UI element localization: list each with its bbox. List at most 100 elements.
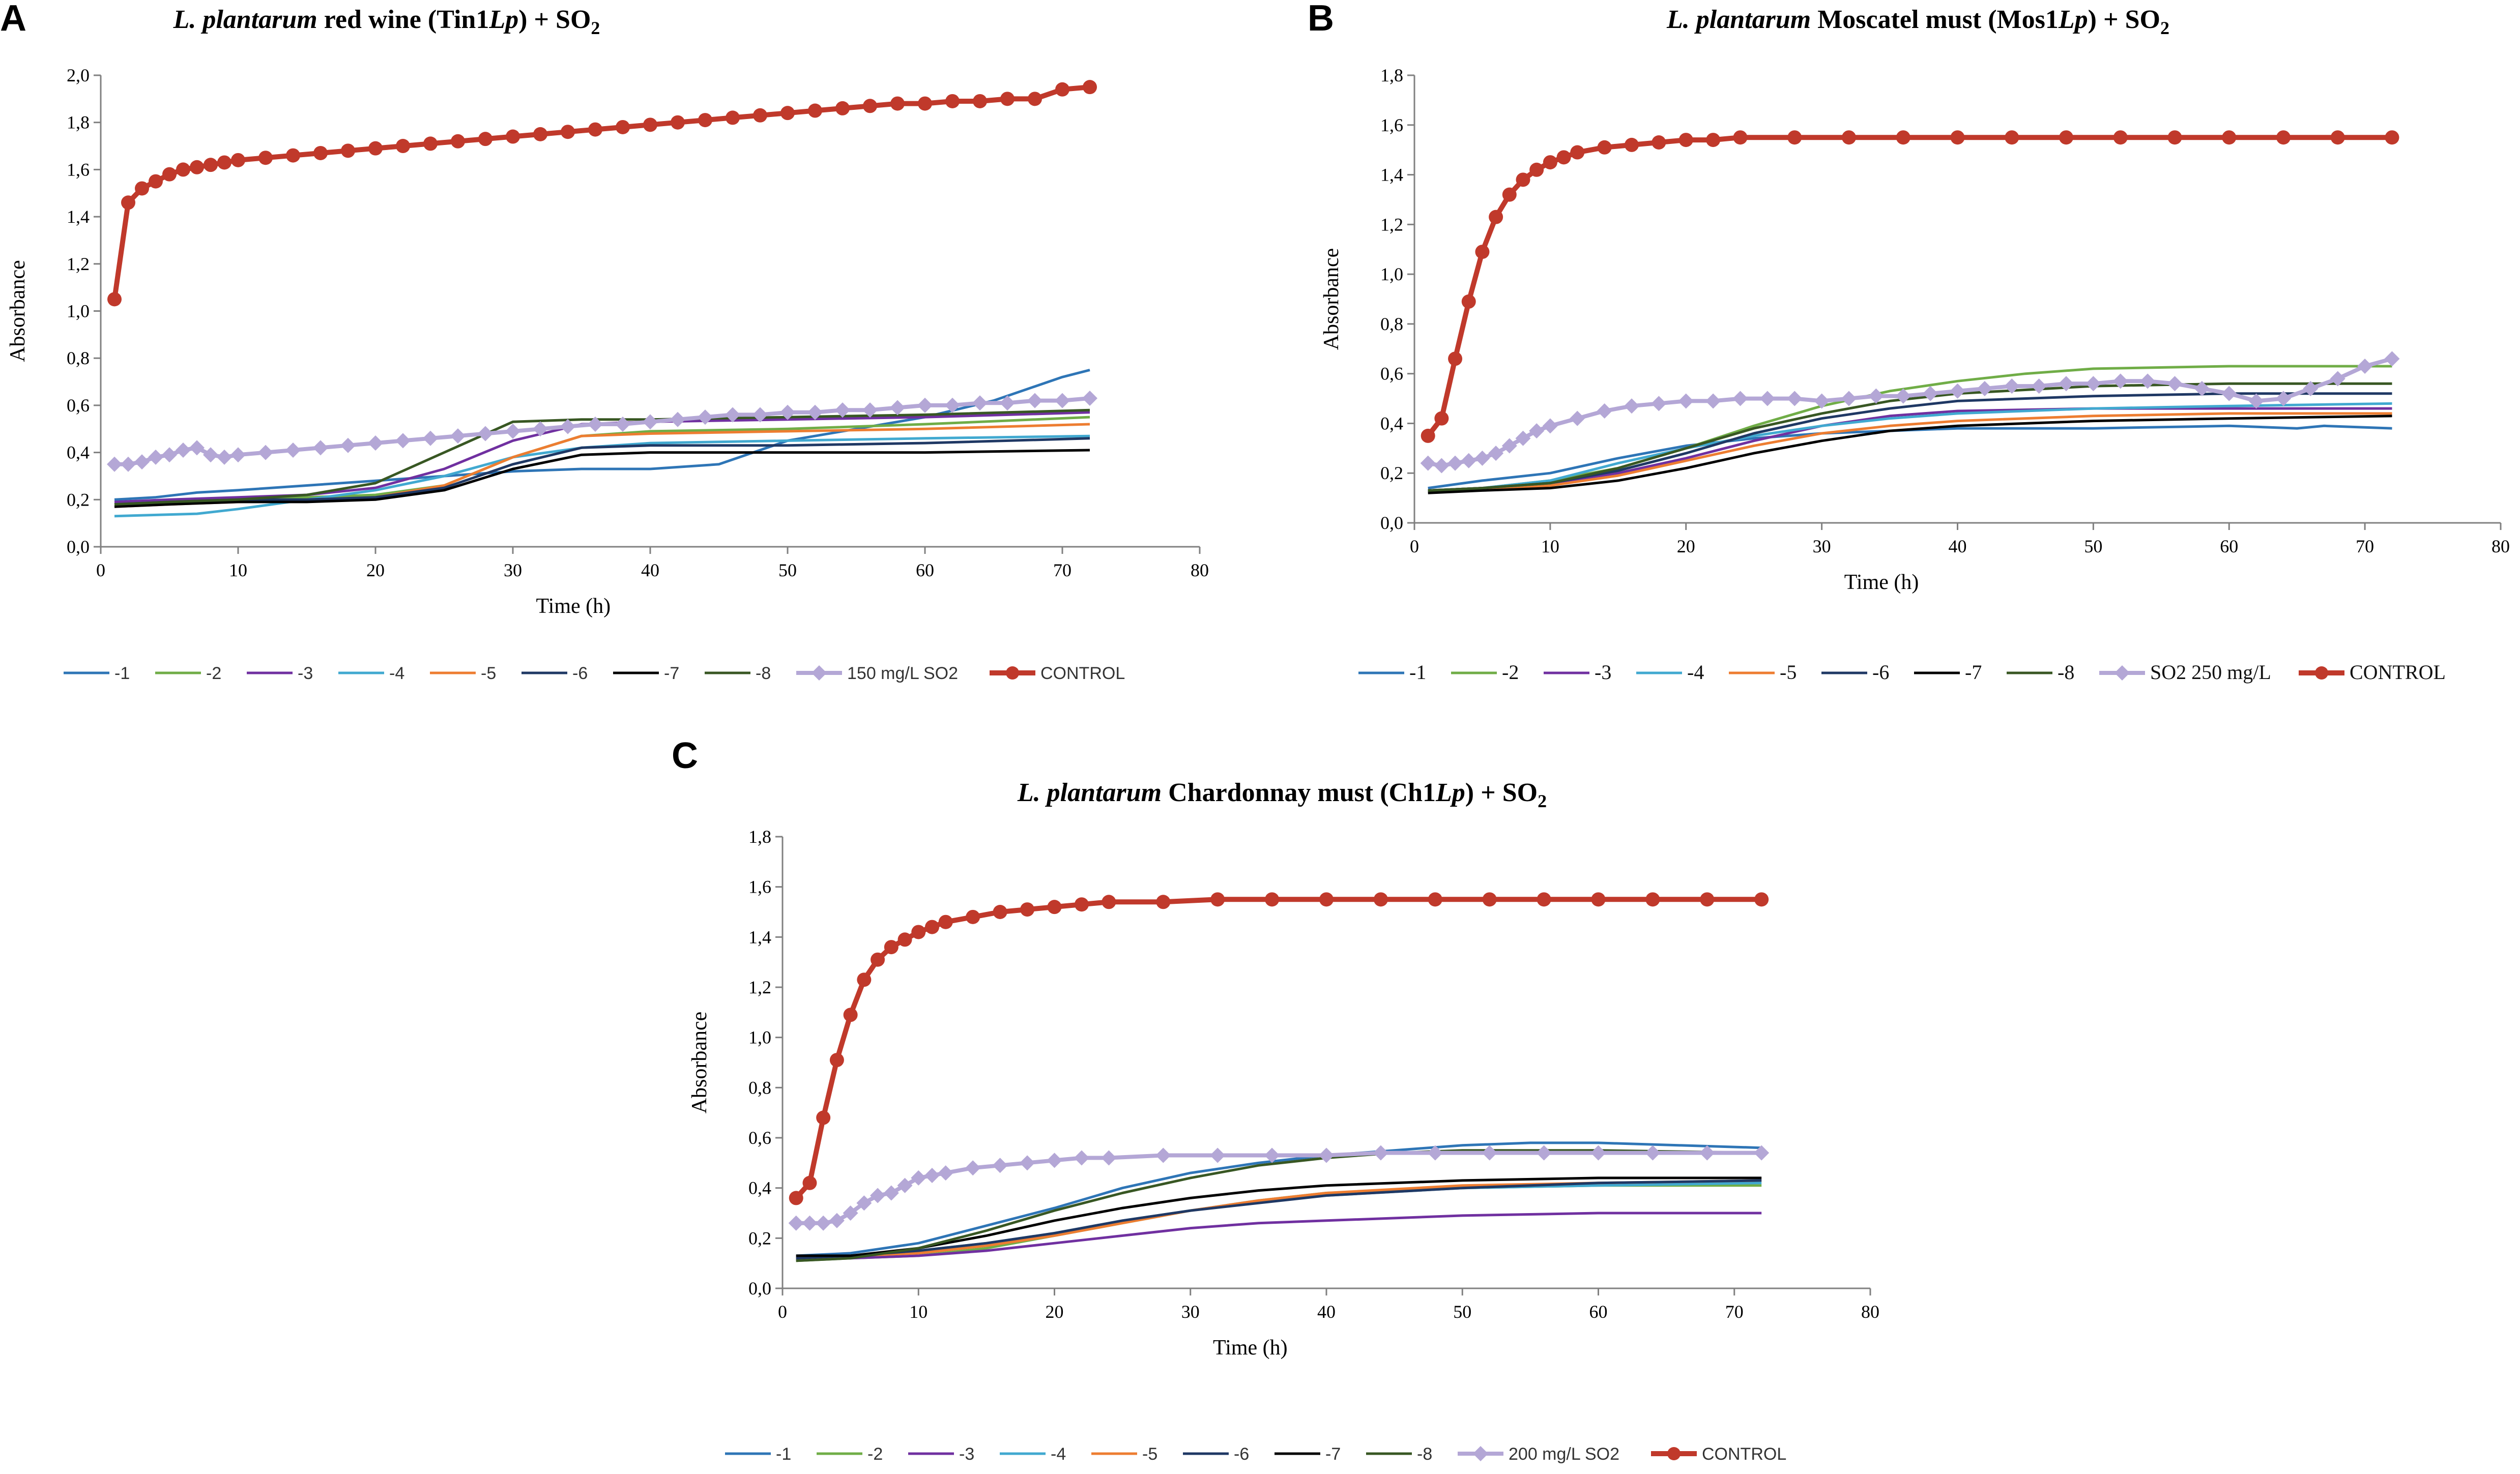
- series--5: [796, 1179, 1762, 1260]
- data-point: [1624, 398, 1639, 414]
- series-line: [1426, 135, 2392, 437]
- data-point: [802, 1175, 817, 1190]
- data-point: [189, 440, 205, 456]
- data-point: [1923, 386, 1938, 401]
- series--5: [1428, 412, 2392, 492]
- data-point: [890, 96, 905, 111]
- data-point: [863, 99, 877, 113]
- y-tick-label: 1,2: [1380, 214, 1403, 234]
- legend-label: -6: [1234, 1444, 1249, 1464]
- data-point: [588, 416, 603, 432]
- legend-label: -2: [867, 1444, 883, 1464]
- data-point: [2330, 130, 2345, 145]
- data-point: [1678, 133, 1693, 148]
- series--5: [114, 423, 1090, 508]
- x-tick-label: 60: [2220, 536, 2238, 556]
- data-point: [1543, 155, 1557, 170]
- data-point: [560, 419, 575, 434]
- data-point: [780, 106, 795, 121]
- series--8: [114, 408, 1090, 506]
- data-point: [1705, 393, 1721, 409]
- y-tick-label: 0,4: [748, 1178, 771, 1198]
- legend-label: -1: [776, 1444, 791, 1464]
- legend-marker: [1006, 666, 1019, 680]
- data-point: [1754, 892, 1769, 907]
- series--8: [1428, 382, 2392, 492]
- data-point: [835, 101, 850, 115]
- data-point: [1027, 393, 1042, 408]
- series-control: [1421, 130, 2399, 443]
- data-point: [121, 195, 135, 210]
- data-point: [1488, 446, 1504, 461]
- y-tick-label: 0,6: [1380, 364, 1403, 384]
- chart-title-text: Moscatel must (Mos1: [1811, 5, 2059, 34]
- data-point: [423, 430, 438, 446]
- data-point: [2276, 391, 2291, 406]
- data-point: [1461, 294, 1476, 309]
- data-point: [1319, 1147, 1334, 1163]
- data-point: [2385, 130, 2399, 145]
- legend-item: -6: [522, 664, 588, 683]
- data-point: [1482, 892, 1497, 907]
- legend-item: -7: [1275, 1444, 1341, 1464]
- series--4: [114, 434, 1090, 518]
- data-point: [1055, 82, 1069, 97]
- x-tick-label: 0: [1410, 536, 1419, 556]
- data-point: [478, 132, 493, 146]
- y-tick-label: 0,6: [67, 395, 90, 416]
- data-point: [1074, 897, 1089, 912]
- data-point: [753, 108, 767, 123]
- legend-label: -3: [1595, 661, 1611, 684]
- series-line: [114, 437, 1090, 506]
- data-point: [368, 141, 383, 156]
- data-point: [938, 915, 953, 929]
- series-so2-250-mg-l: [1420, 351, 2400, 474]
- chart-title-lp: Lp: [488, 5, 518, 34]
- legend-item: CONTROL: [990, 664, 1125, 683]
- data-point: [1842, 130, 1856, 145]
- data-point: [258, 445, 273, 460]
- y-tick-label: 0,8: [67, 348, 90, 368]
- data-point: [615, 416, 630, 432]
- data-point: [2112, 373, 2128, 389]
- data-point: [2140, 373, 2156, 389]
- data-point: [1787, 391, 1803, 406]
- data-point: [1950, 130, 1965, 145]
- data-point: [945, 397, 960, 413]
- x-tick-label: 30: [1181, 1302, 1200, 1322]
- x-tick-label: 60: [1589, 1302, 1608, 1322]
- x-axis-title: Time (h): [1213, 1336, 1288, 1360]
- legend-label: 150 mg/L SO2: [847, 664, 958, 683]
- legend-label: -8: [756, 664, 771, 683]
- y-tick-label: 1,6: [748, 877, 771, 897]
- legend-item: -2: [817, 1444, 883, 1464]
- data-point: [788, 1215, 804, 1231]
- series-line: [114, 423, 1090, 508]
- legend: -1 -2 -3 -4 -5 -6 -7 -8 SO2 250 mg/L CONTROL: [1358, 661, 2446, 684]
- data-point: [835, 402, 850, 418]
- data-point: [368, 435, 383, 451]
- data-point: [1434, 411, 1449, 426]
- data-point: [1536, 1145, 1552, 1161]
- legend-label: -3: [298, 664, 313, 683]
- data-point: [829, 1213, 845, 1228]
- y-tick-label: 1,4: [748, 927, 771, 947]
- data-point: [993, 905, 1007, 919]
- data-point: [2167, 130, 2182, 145]
- series--1: [796, 1141, 1762, 1257]
- data-point: [1482, 1145, 1497, 1161]
- data-point: [816, 1110, 831, 1125]
- legend-label: -1: [114, 664, 130, 683]
- legend-label: -2: [206, 664, 221, 683]
- data-point: [816, 1215, 831, 1231]
- data-point: [924, 920, 939, 934]
- y-tick-label: 0,8: [748, 1077, 771, 1098]
- legend-item: -7: [1914, 661, 1982, 684]
- chart-title: L. plantarum Moscatel must (Mos1Lp) + SO…: [1666, 5, 2169, 38]
- chart-title-subscript: 2: [1538, 791, 1547, 811]
- data-point: [217, 449, 232, 465]
- data-point: [698, 409, 713, 425]
- data-point: [2303, 381, 2319, 396]
- y-tick-label: 1,4: [1380, 165, 1403, 185]
